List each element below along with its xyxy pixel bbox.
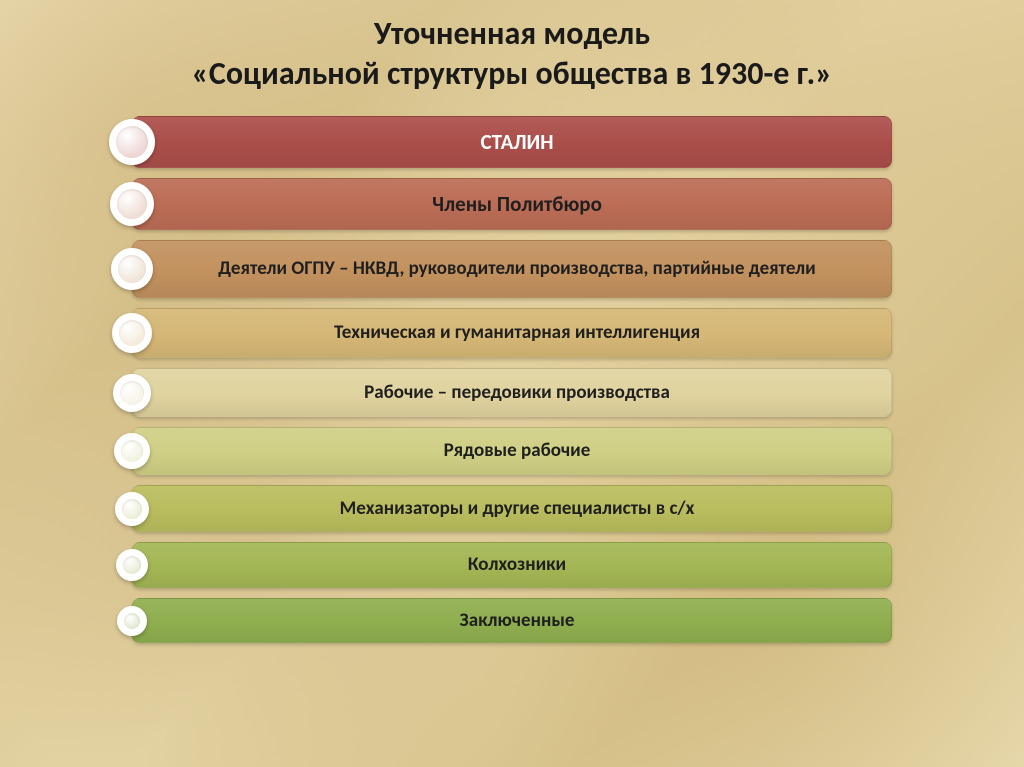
hierarchy-dot-icon [117,606,147,636]
hierarchy-bar: Деятели ОГПУ – НКВД, руководители произв… [132,240,892,298]
hierarchy-dot-icon [115,492,149,526]
hierarchy-row: Механизаторы и другие специалисты в с/х [132,485,892,532]
hierarchy-row: Заключенные [132,598,892,643]
hierarchy-bar: Техническая и гуманитарная интеллигенция [132,308,892,358]
hierarchy-dot-icon [116,549,148,581]
title-line-1: Уточненная модель [0,14,1024,54]
hierarchy-dot-wrap [102,174,162,234]
hierarchy-dot-icon [113,374,151,412]
hierarchy-dot-wrap [102,479,162,539]
title-line-2: «Социальной структуры общества в 1930-е … [0,54,1024,94]
hierarchy-dot-icon [111,248,153,290]
hierarchy-dot-wrap [102,421,162,481]
hierarchy-dot-wrap [102,112,162,172]
hierarchy-row: СТАЛИН [132,116,892,168]
hierarchy-bar: Рабочие – передовики производства [132,368,892,417]
hierarchy-row: Члены Политбюро [132,178,892,230]
hierarchy-bar: Заключенные [132,598,892,643]
hierarchy-row: Колхозники [132,542,892,588]
hierarchy-dot-icon [109,119,155,165]
hierarchy-row: Рабочие – передовики производства [132,368,892,417]
hierarchy-bar: Рядовые рабочие [132,427,892,475]
hierarchy-dot-icon [114,433,150,469]
hierarchy-bar: Колхозники [132,542,892,588]
hierarchy-dot-wrap [102,239,162,299]
hierarchy-dot-icon [112,313,152,353]
hierarchy-dot-wrap [102,535,162,595]
hierarchy-dot-wrap [102,591,162,651]
hierarchy-row: Рядовые рабочие [132,427,892,475]
hierarchy-bar: Члены Политбюро [132,178,892,230]
hierarchy-list: СТАЛИН Члены Политбюро Деятели ОГПУ – НКВД… [132,116,892,643]
hierarchy-dot-wrap [102,363,162,423]
hierarchy-row: Техническая и гуманитарная интеллигенция [132,308,892,358]
hierarchy-row: Деятели ОГПУ – НКВД, руководители произв… [132,240,892,298]
hierarchy-bar: СТАЛИН [132,116,892,168]
hierarchy-dot-icon [110,182,154,226]
hierarchy-dot-wrap [102,303,162,363]
hierarchy-bar: Механизаторы и другие специалисты в с/х [132,485,892,532]
slide-title: Уточненная модель «Социальной структуры … [0,0,1024,104]
